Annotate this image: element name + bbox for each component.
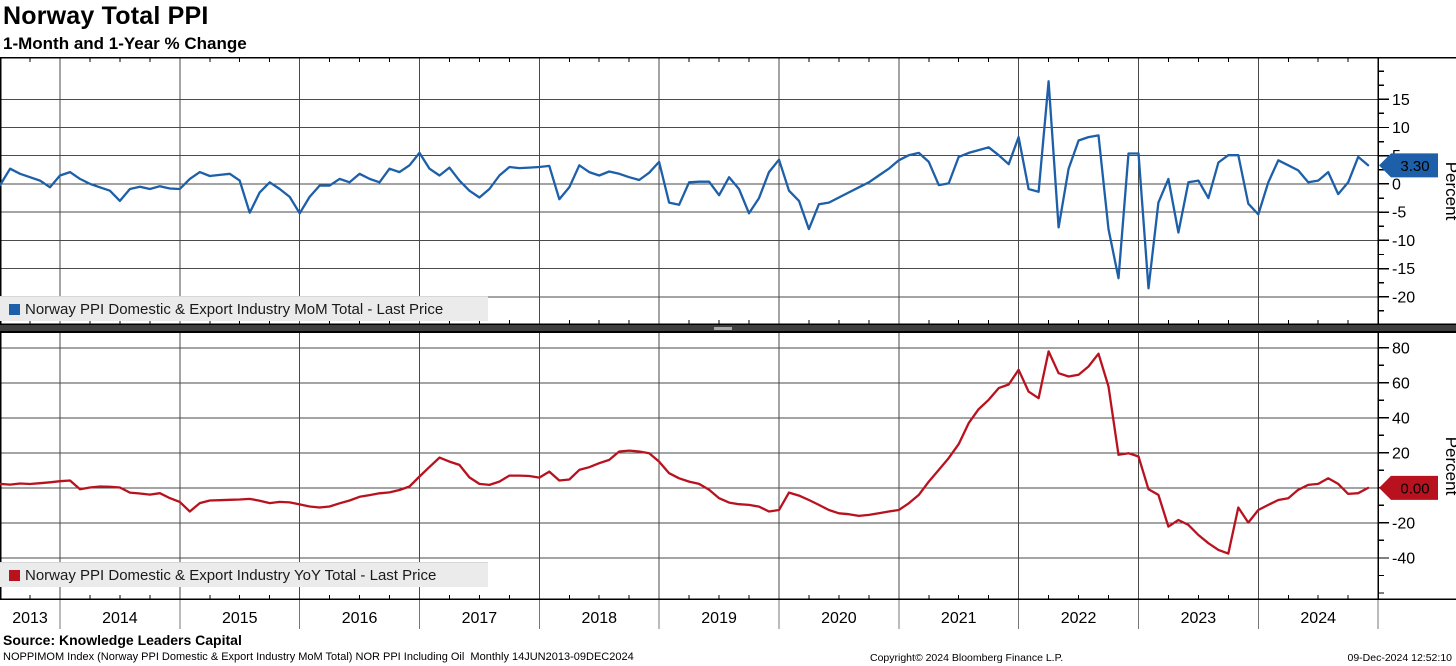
axis-tick-label: -10 — [1392, 233, 1415, 250]
y-axis-title: Percent — [1442, 437, 1456, 496]
axis-tick-label: -40 — [1392, 550, 1415, 567]
copyright-text: Copyright© 2024 Bloomberg Finance L.P. — [870, 652, 1064, 664]
year-label: 2023 — [1181, 610, 1217, 627]
axis-tick-label: -20 — [1392, 515, 1415, 532]
axis-tick-label: 15 — [1392, 92, 1410, 109]
year-label: 2020 — [821, 610, 857, 627]
last-price-tag — [1379, 475, 1438, 500]
chart-header: Norway Total PPI 1-Month and 1-Year % Ch… — [3, 0, 247, 56]
mom-series-swatch-icon — [9, 303, 20, 315]
year-label: 2022 — [1061, 610, 1097, 627]
year-label: 2019 — [701, 610, 737, 627]
legend-yoy-label: Norway PPI Domestic & Export Industry Yo… — [25, 566, 437, 584]
axis-tick-label: -20 — [1392, 289, 1415, 306]
year-label: 2024 — [1300, 610, 1336, 627]
axis-tick-label: 60 — [1392, 375, 1410, 392]
panel-separator[interactable] — [0, 324, 1456, 332]
last-price-tag-label: 3.30 — [1400, 158, 1429, 175]
legend-mom-label: Norway PPI Domestic & Export Industry Mo… — [25, 300, 444, 318]
y-axis-title: Percent — [1442, 162, 1456, 221]
axis-tick-label: -15 — [1392, 261, 1415, 278]
axis-tick-label: 40 — [1392, 410, 1410, 427]
series-line — [0, 80, 1370, 290]
axis-tick-label: 10 — [1392, 120, 1410, 137]
year-label: 2017 — [462, 610, 498, 627]
series-line — [0, 350, 1370, 555]
timestamp-text: 09-Dec-2024 12:52:10 — [1347, 652, 1453, 664]
yoy-series-swatch-icon — [9, 569, 20, 581]
year-label: 2014 — [102, 610, 138, 627]
axis-tick-label: -5 — [1392, 205, 1406, 222]
year-label: 2021 — [941, 610, 977, 627]
last-price-tag-label: 0.00 — [1400, 480, 1429, 497]
axis-tick-label: 80 — [1392, 340, 1410, 357]
last-price-tag — [1379, 153, 1438, 178]
legend-yoy[interactable]: Norway PPI Domestic & Export Industry Yo… — [0, 562, 488, 587]
ticker-footnote: NOPPIMOM Index (Norway PPI Domestic & Ex… — [3, 651, 634, 663]
source-line: Source: Knowledge Leaders Capital — [3, 632, 242, 648]
chart-title: Norway Total PPI — [3, 2, 209, 30]
x-axis-year-strip: 2013 2014 2015 2016 2017 2018 2019 2020 2021 2022… — [12, 600, 1379, 629]
axis-tick-label: 0 — [1392, 176, 1401, 193]
axis-tick-label: 20 — [1392, 445, 1410, 462]
separator-drag-handle-icon[interactable] — [714, 327, 732, 330]
year-label: 2013 — [12, 610, 48, 627]
legend-mom[interactable]: Norway PPI Domestic & Export Industry Mo… — [0, 296, 488, 321]
chart-subtitle: 1-Month and 1-Year % Change — [3, 34, 247, 53]
year-label: 2018 — [581, 610, 617, 627]
year-label: 2015 — [222, 610, 258, 627]
year-label: 2016 — [342, 610, 378, 627]
